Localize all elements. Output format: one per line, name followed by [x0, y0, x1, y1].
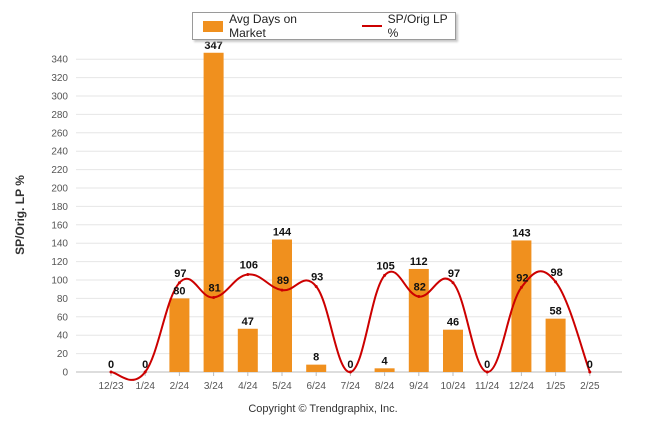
legend: Avg Days on Market SP/Orig LP % [192, 12, 456, 40]
bar [169, 298, 190, 372]
legend-item-bar[interactable]: Avg Days on Market [203, 12, 328, 40]
line-point [485, 370, 489, 374]
y-tick-label: 0 [62, 368, 68, 379]
bar [545, 318, 566, 372]
bar-value-label: 4 [382, 355, 389, 367]
x-tick-label: 3/24 [204, 381, 224, 392]
bar-value-label: 112 [410, 256, 428, 268]
y-tick-label: 240 [51, 147, 68, 158]
y-tick-label: 120 [51, 257, 68, 268]
bar-value-label: 143 [512, 227, 530, 239]
y-tick-label: 100 [51, 276, 68, 287]
y-tick-label: 340 [51, 55, 68, 66]
bar [203, 52, 224, 372]
bar-value-label: 347 [204, 40, 222, 52]
line-point [109, 370, 113, 374]
line-point [348, 370, 352, 374]
bar-value-label: 144 [273, 227, 292, 239]
series-line [110, 270, 591, 381]
x-tick-label: 2/25 [580, 381, 600, 392]
x-tick-label: 2/24 [170, 381, 190, 392]
legend-bar-label: Avg Days on Market [229, 12, 297, 40]
bar-value-label: 58 [549, 306, 561, 318]
x-tick-label: 1/25 [546, 381, 566, 392]
y-tick-label: 300 [51, 92, 68, 103]
line-value-label: 97 [174, 268, 186, 280]
x-tick-label: 4/24 [238, 381, 258, 392]
line-value-label: 81 [208, 282, 220, 294]
bar-value-label: 80 [173, 285, 185, 297]
y-tick-label: 160 [51, 220, 68, 231]
line-value-label: 93 [311, 271, 323, 283]
line-value-label: 106 [240, 259, 258, 271]
bar-value-label: 0 [142, 359, 148, 371]
line-value-label: 82 [414, 282, 426, 294]
x-tick-label: 7/24 [341, 381, 361, 392]
y-tick-label: 220 [51, 165, 68, 176]
bar-value-label: 0 [108, 359, 114, 371]
x-tick-label: 9/24 [409, 381, 429, 392]
legend-bar-swatch [203, 20, 224, 32]
copyright-text: Copyright © Trendgraphix, Inc. [248, 403, 398, 415]
line-value-label: 89 [277, 275, 289, 287]
x-tick-label: 12/24 [509, 381, 534, 392]
legend-item-line[interactable]: SP/Orig LP % [361, 12, 455, 40]
line-point [519, 285, 523, 289]
x-tick-label: 5/24 [272, 381, 292, 392]
x-tick-label: 8/24 [375, 381, 395, 392]
line-point [554, 280, 558, 284]
line-point [246, 272, 250, 276]
y-tick-label: 200 [51, 184, 68, 195]
bar [306, 364, 327, 372]
x-tick-label: 11/24 [475, 381, 500, 392]
line-value-label: 98 [550, 267, 562, 279]
bar-value-label: 0 [587, 359, 593, 371]
line-point [383, 273, 387, 277]
line-point [314, 284, 318, 288]
line-point [417, 295, 421, 299]
bar-value-label: 0 [347, 359, 353, 371]
y-tick-label: 180 [51, 202, 68, 213]
line-point [451, 281, 455, 285]
bar-value-label: 0 [484, 359, 490, 371]
line-value-label: 97 [448, 268, 460, 280]
bar-value-label: 46 [447, 317, 459, 329]
line-value-label: 105 [376, 260, 394, 272]
bar [511, 240, 532, 372]
line-point [177, 281, 181, 285]
bar-value-label: 47 [242, 316, 254, 328]
line-value-label: 92 [516, 272, 528, 284]
legend-line-swatch [361, 25, 382, 27]
line-point [143, 370, 147, 374]
bar [443, 329, 463, 372]
y-tick-label: 60 [57, 312, 69, 323]
line-point [212, 295, 216, 299]
y-tick-label: 80 [57, 294, 69, 305]
x-tick-label: 1/24 [135, 381, 155, 392]
y-axis-label: SP/Orig. LP % [13, 175, 27, 255]
x-tick-label: 12/23 [98, 381, 123, 392]
legend-line-label: SP/Orig LP % [387, 12, 448, 40]
bar [237, 328, 258, 372]
y-tick-label: 140 [51, 239, 68, 250]
x-tick-label: 6/24 [306, 381, 326, 392]
bar [272, 239, 292, 372]
y-tick-label: 20 [57, 349, 69, 360]
y-tick-label: 280 [51, 110, 68, 121]
y-tick-label: 320 [51, 73, 68, 84]
bar [374, 368, 395, 372]
bar-value-label: 8 [313, 352, 319, 364]
line-point [588, 370, 592, 374]
line-point [280, 288, 284, 292]
y-tick-label: 40 [57, 331, 69, 342]
y-tick-label: 260 [51, 128, 68, 139]
x-tick-label: 10/24 [440, 381, 465, 392]
